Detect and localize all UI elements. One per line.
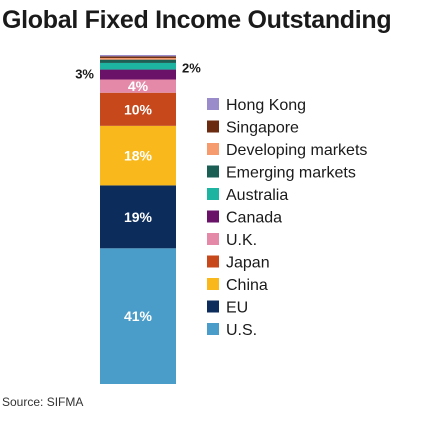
legend-swatch-eu <box>207 300 219 313</box>
legend-swatch-singapore <box>207 120 219 133</box>
legend-swatch-emerging-markets <box>207 165 219 178</box>
legend-swatch-u-k <box>207 233 219 245</box>
bar-segment-canada <box>100 69 176 80</box>
chart-title: Global Fixed Income Outstanding <box>2 6 392 34</box>
legend-swatch-developing-markets <box>207 143 219 155</box>
legend-label-china: China <box>226 277 268 294</box>
stacked-bar <box>100 55 176 384</box>
bar-segment-china <box>100 125 176 186</box>
legend-swatch-hong-kong <box>207 98 219 110</box>
data-label-australia: 2% <box>182 60 201 75</box>
legend-swatch-japan <box>207 255 219 268</box>
bar-segment-u-k <box>100 79 176 93</box>
bar-segment-hong-kong <box>100 55 176 57</box>
legend-label-developing-markets: Developing markets <box>226 142 367 159</box>
data-label-eu: 19% <box>124 209 153 225</box>
legend-label-singapore: Singapore <box>226 120 299 137</box>
bar-segment-emerging-markets <box>100 59 176 63</box>
bar-segment-developing-markets <box>100 57 176 60</box>
legend-label-u-s: U.S. <box>226 322 257 339</box>
source-note: Source: SIFMA <box>2 395 84 409</box>
data-label-u-s: 41% <box>124 308 153 324</box>
legend-label-eu: EU <box>226 300 248 317</box>
bar-segment-singapore <box>100 56 176 58</box>
bar-segment-eu <box>100 185 176 249</box>
data-label-china: 18% <box>124 148 153 164</box>
bar-segment-australia <box>100 62 176 70</box>
legend-label-hong-kong: Hong Kong <box>226 97 306 114</box>
segment-labels: 41% 19% 18% 10% 4% 3% 2% <box>75 60 201 324</box>
legend-label-canada: Canada <box>226 210 282 227</box>
data-label-japan: 10% <box>124 101 153 117</box>
legend-swatch-australia <box>207 188 219 200</box>
legend-label-japan: Japan <box>226 255 270 272</box>
legend-label-emerging-markets: Emerging markets <box>226 165 356 182</box>
legend-swatch-china <box>207 278 219 290</box>
data-label-u-k: 4% <box>128 78 149 94</box>
legend-swatch-canada <box>207 210 219 223</box>
legend-label-australia: Australia <box>226 187 288 204</box>
legend-swatch-u-s <box>207 323 219 335</box>
legend: Hong Kong Singapore Developing markets Emer… <box>207 97 367 339</box>
bar-segment-japan <box>100 92 176 126</box>
bar-segment-u-s <box>100 248 176 384</box>
data-label-canada: 3% <box>75 67 94 82</box>
legend-label-u-k: U.K. <box>226 232 257 249</box>
